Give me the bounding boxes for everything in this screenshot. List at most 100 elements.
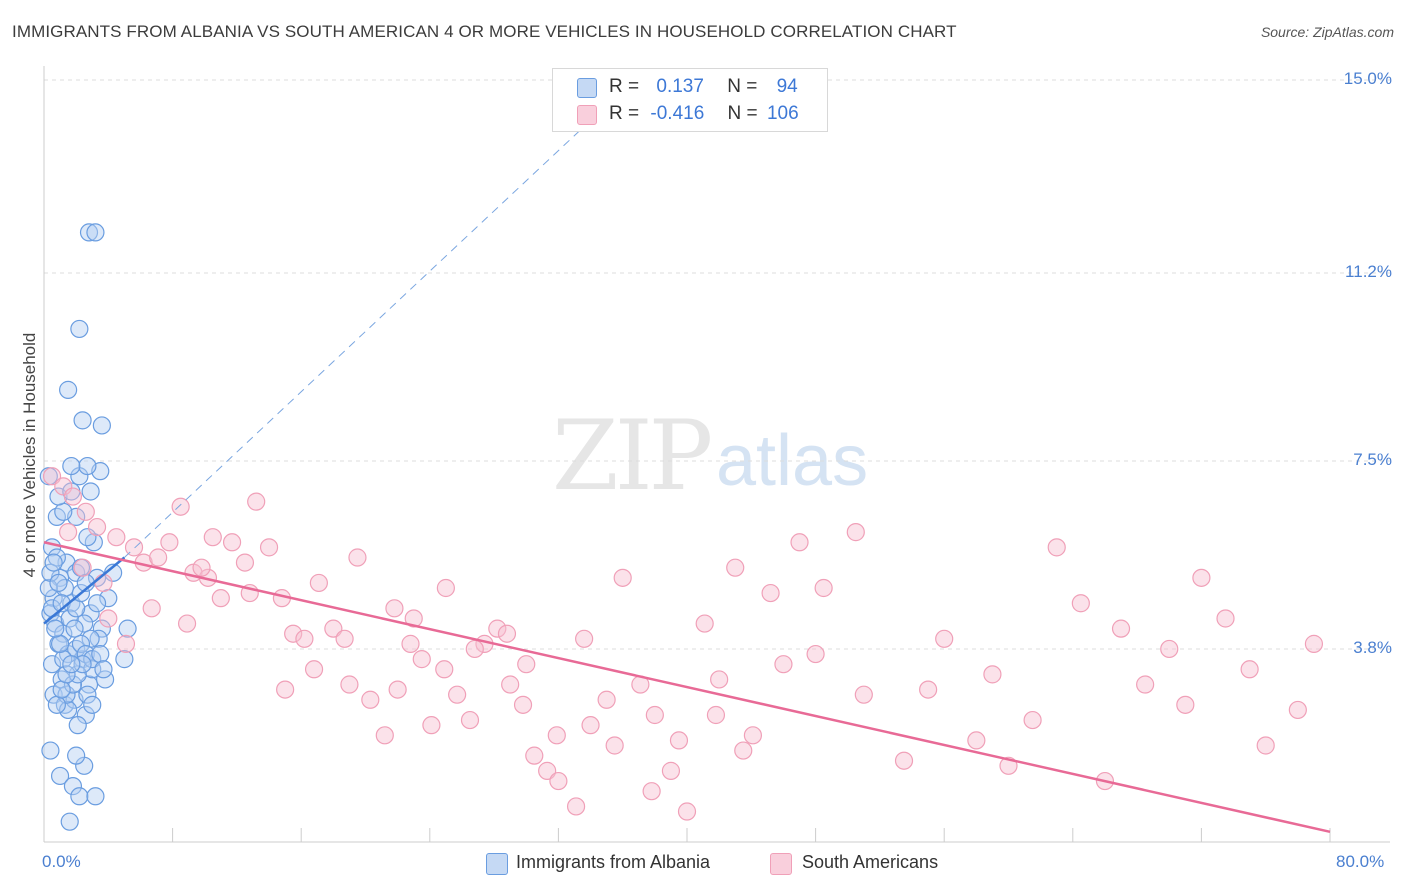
south-americans-point-0 <box>42 467 62 486</box>
south-americans-point-28 <box>401 634 420 653</box>
south-americans-point-30 <box>422 716 441 735</box>
south-americans-point-29 <box>412 650 431 669</box>
albania-point-53 <box>79 223 99 242</box>
y-tick-label-0: 3.8% <box>1353 637 1392 657</box>
south-americans-point-50 <box>710 670 729 689</box>
south-americans-point-53 <box>761 583 780 603</box>
south-americans-point-92 <box>806 644 825 664</box>
south-americans-point-97 <box>1023 710 1042 730</box>
south-americans-point-79 <box>404 609 423 628</box>
south-americans-point-48 <box>677 802 697 821</box>
south-americans-point-63 <box>1192 568 1211 587</box>
legend-swatch-blue <box>577 78 597 98</box>
south-americans-point-4 <box>87 517 107 537</box>
south-americans-point-61 <box>1111 619 1131 638</box>
albania-point-51 <box>59 380 78 399</box>
south-americans-point-64 <box>1240 660 1259 679</box>
south-americans-point-6 <box>124 538 144 557</box>
bottom-legend-swatch-south-americans <box>770 853 792 875</box>
albania-point-49 <box>92 416 111 435</box>
south-americans-point-85 <box>575 629 594 648</box>
south-americans-point-15 <box>235 553 255 572</box>
south-americans-point-47 <box>661 761 681 780</box>
south-americans-point-36 <box>501 675 520 694</box>
south-americans-point-58 <box>967 731 986 750</box>
albania-trend-line <box>43 556 126 625</box>
albania-point-52 <box>70 319 89 339</box>
south-americans-point-57 <box>919 680 938 699</box>
south-americans-point-105 <box>276 680 295 699</box>
south-americans-point-74 <box>59 523 78 542</box>
albania-point-89 <box>62 655 81 674</box>
south-americans-point-43 <box>597 690 616 709</box>
south-americans-point-37 <box>513 695 533 714</box>
south-americans-point-81 <box>465 639 484 659</box>
south-americans-point-38 <box>525 746 544 765</box>
south-americans-point-89 <box>706 705 726 725</box>
south-americans-point-44 <box>613 568 632 587</box>
legend-row-1: R = 0.137 N = 94 <box>609 76 798 98</box>
south-americans-point-83 <box>517 655 536 674</box>
south-americans-point-71 <box>99 609 118 628</box>
south-americans-point-101 <box>1176 695 1195 714</box>
x-tick-min: 0.0% <box>42 852 81 871</box>
south-americans-point-19 <box>284 624 303 643</box>
south-americans-trend-line <box>43 541 1331 834</box>
albania-point-66 <box>46 619 65 638</box>
albania-point-93 <box>87 594 107 613</box>
albania-point-87 <box>52 680 71 699</box>
south-americans-point-73 <box>73 558 92 577</box>
south-americans-point-51 <box>726 558 745 577</box>
bottom-legend-south-americans: South Americans <box>802 852 939 872</box>
south-americans-point-8 <box>149 548 168 567</box>
albania-point-48 <box>62 456 81 476</box>
south-americans-point-95 <box>935 629 954 648</box>
south-americans-point-23 <box>335 629 354 648</box>
albania-point-85 <box>83 695 102 714</box>
south-americans-point-60 <box>1047 538 1066 557</box>
legend-r-value-2: -0.416 <box>650 103 705 124</box>
legend-row-2: R = -0.416 N = 106 <box>609 103 799 125</box>
south-americans-point-69 <box>142 599 161 618</box>
albania-point-81 <box>63 675 83 694</box>
albania-point-31 <box>75 614 94 633</box>
south-americans-point-93 <box>854 685 873 704</box>
albania-point-18 <box>86 787 105 806</box>
legend-n-value-1: 94 <box>776 76 798 97</box>
south-americans-point-10 <box>171 497 190 516</box>
source-label: Source: ZipAtlas.com <box>1260 24 1394 40</box>
south-americans-point-16 <box>247 492 266 511</box>
south-americans-point-33 <box>460 710 480 730</box>
albania-point-79 <box>94 660 113 679</box>
south-americans-point-66 <box>203 528 222 547</box>
chart-title: IMMIGRANTS FROM ALBANIA VS SOUTH AMERICA… <box>12 22 957 41</box>
south-americans-point-46 <box>645 705 664 725</box>
south-americans-point-87 <box>642 782 661 801</box>
south-americans-point-2 <box>63 487 83 506</box>
south-americans-point-75 <box>192 558 211 577</box>
south-americans-point-68 <box>177 614 197 633</box>
south-americans-point-13 <box>211 589 230 608</box>
albania-point-21 <box>60 812 79 831</box>
south-americans-point-86 <box>605 736 624 755</box>
x-tick-max: 80.0% <box>1336 852 1385 871</box>
south-americans-point-42 <box>581 716 600 735</box>
albania-point-74 <box>65 619 84 638</box>
albania-point-71 <box>49 573 68 593</box>
south-americans-point-5 <box>107 528 126 547</box>
south-americans-point-77 <box>340 675 359 694</box>
albania-point-16 <box>63 777 83 796</box>
albania-point-17 <box>70 787 89 806</box>
south-americans-point-91 <box>774 655 793 674</box>
albania-point-15 <box>50 766 70 786</box>
albania-point-70 <box>44 553 63 572</box>
south-americans-point-56 <box>846 523 865 542</box>
south-americans-point-88 <box>669 731 689 750</box>
albania-point-75 <box>71 634 91 653</box>
albania-point-73 <box>60 609 79 628</box>
albania-point-78 <box>91 644 110 664</box>
y-tick-label-3: 15.0% <box>1343 69 1392 88</box>
south-americans-point-82 <box>497 624 517 643</box>
correlation-legend: R = 0.137 N = 94 R = -0.416 N = 106 <box>552 68 828 132</box>
south-americans-point-55 <box>814 578 833 598</box>
